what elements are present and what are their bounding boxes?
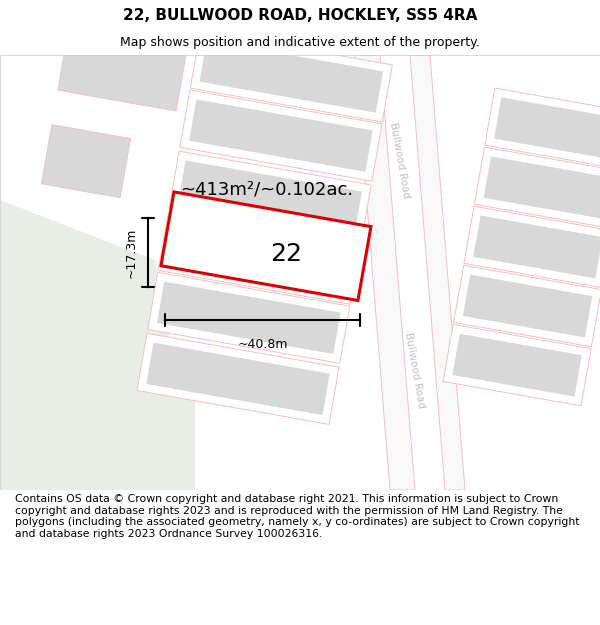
Polygon shape <box>484 156 600 219</box>
Polygon shape <box>58 16 189 111</box>
Polygon shape <box>473 216 600 278</box>
Polygon shape <box>41 124 131 198</box>
Text: Bullwood Road: Bullwood Road <box>388 121 412 199</box>
Polygon shape <box>190 31 392 122</box>
Polygon shape <box>189 99 373 172</box>
Polygon shape <box>454 266 600 347</box>
Text: ~40.8m: ~40.8m <box>237 338 288 351</box>
Polygon shape <box>452 334 582 397</box>
Polygon shape <box>158 213 360 304</box>
Polygon shape <box>167 222 351 295</box>
Polygon shape <box>148 272 350 363</box>
Polygon shape <box>146 342 330 415</box>
Polygon shape <box>200 40 383 112</box>
Polygon shape <box>137 333 339 424</box>
Polygon shape <box>475 147 600 229</box>
Polygon shape <box>0 200 195 490</box>
Polygon shape <box>494 98 600 160</box>
Polygon shape <box>443 324 591 406</box>
Text: Contains OS data © Crown copyright and database right 2021. This information is : Contains OS data © Crown copyright and d… <box>15 494 580 539</box>
Polygon shape <box>463 274 592 338</box>
Polygon shape <box>410 55 465 490</box>
Text: ~17.3m: ~17.3m <box>125 228 138 278</box>
Polygon shape <box>464 206 600 288</box>
Polygon shape <box>169 151 371 242</box>
Polygon shape <box>157 282 341 354</box>
Text: 22, BULLWOOD ROAD, HOCKLEY, SS5 4RA: 22, BULLWOOD ROAD, HOCKLEY, SS5 4RA <box>123 8 477 23</box>
Text: 22: 22 <box>270 242 302 266</box>
Polygon shape <box>178 161 362 233</box>
Polygon shape <box>180 90 382 181</box>
Polygon shape <box>161 192 371 301</box>
Text: Map shows position and indicative extent of the property.: Map shows position and indicative extent… <box>120 36 480 49</box>
Polygon shape <box>355 55 415 490</box>
Text: ~413m²/~0.102ac.: ~413m²/~0.102ac. <box>180 181 353 199</box>
Polygon shape <box>485 88 600 169</box>
Text: Bullwood Road: Bullwood Road <box>403 331 427 409</box>
